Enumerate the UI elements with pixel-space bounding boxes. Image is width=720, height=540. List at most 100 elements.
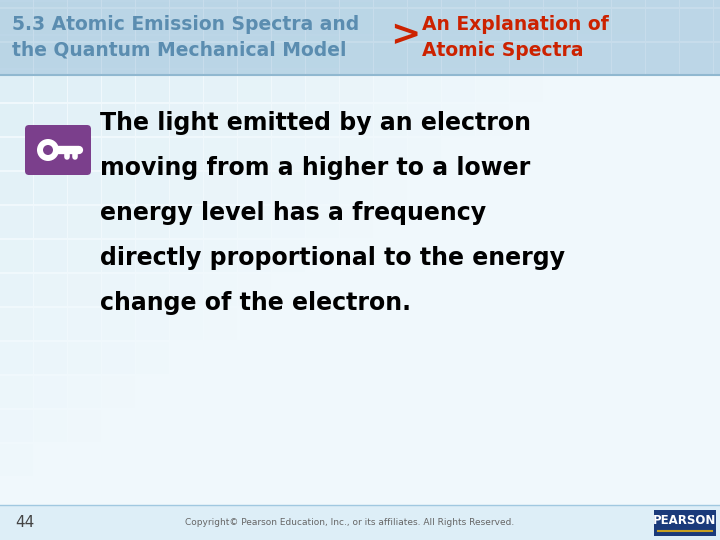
Bar <box>306 43 338 75</box>
Bar <box>102 9 135 41</box>
Bar <box>102 240 135 272</box>
Bar <box>102 273 135 306</box>
Bar <box>0 0 32 7</box>
Bar <box>272 172 305 204</box>
Bar <box>340 36 372 68</box>
Bar <box>306 9 338 41</box>
Bar <box>374 2 407 34</box>
Bar <box>238 240 271 272</box>
Bar <box>170 104 202 136</box>
Bar <box>136 104 168 136</box>
Bar <box>544 0 577 7</box>
Bar <box>340 206 372 238</box>
Bar <box>442 43 474 75</box>
Bar <box>68 36 101 68</box>
Bar <box>136 70 168 102</box>
Bar <box>204 240 236 272</box>
Bar <box>34 70 66 102</box>
Bar <box>578 43 611 75</box>
Bar <box>374 0 407 7</box>
Bar <box>136 172 168 204</box>
Text: An Explanation of
Atomic Spectra: An Explanation of Atomic Spectra <box>422 15 608 60</box>
Bar <box>374 70 407 102</box>
Bar <box>374 36 407 68</box>
Bar <box>646 0 678 7</box>
Bar <box>306 0 338 7</box>
Bar <box>578 2 611 34</box>
Bar <box>306 70 338 102</box>
Bar <box>340 43 372 75</box>
Bar <box>442 104 474 136</box>
Bar <box>272 9 305 41</box>
Bar <box>0 9 32 41</box>
Bar <box>102 43 135 75</box>
Bar <box>136 341 168 374</box>
Bar <box>68 172 101 204</box>
Text: change of the electron.: change of the electron. <box>100 291 411 315</box>
Bar <box>0 0 720 75</box>
Bar <box>102 2 135 34</box>
Bar <box>34 0 66 7</box>
Bar <box>34 104 66 136</box>
Bar <box>136 307 168 340</box>
FancyBboxPatch shape <box>25 125 91 175</box>
Bar <box>68 206 101 238</box>
Text: 5.3 Atomic Emission Spectra and
the Quantum Mechanical Model: 5.3 Atomic Emission Spectra and the Quan… <box>12 15 359 60</box>
Bar <box>102 375 135 408</box>
Bar <box>510 9 542 41</box>
Bar <box>578 0 611 7</box>
Bar <box>0 2 32 34</box>
Text: energy level has a frequency: energy level has a frequency <box>100 201 486 225</box>
Bar <box>34 273 66 306</box>
Text: 44: 44 <box>15 515 35 530</box>
Bar <box>680 43 713 75</box>
Text: PEARSON: PEARSON <box>653 514 716 527</box>
Bar <box>238 36 271 68</box>
Bar <box>34 375 66 408</box>
Bar <box>272 138 305 170</box>
Bar <box>374 138 407 170</box>
Bar <box>544 43 577 75</box>
Bar <box>544 36 577 68</box>
Bar <box>408 2 441 34</box>
Bar <box>68 409 101 442</box>
Bar <box>646 43 678 75</box>
Bar <box>612 43 644 75</box>
Bar <box>136 2 168 34</box>
Bar <box>272 70 305 102</box>
Bar <box>306 138 338 170</box>
Bar <box>442 9 474 41</box>
Bar <box>170 172 202 204</box>
Bar <box>442 70 474 102</box>
Bar <box>238 138 271 170</box>
Bar <box>272 43 305 75</box>
Bar <box>68 307 101 340</box>
Bar <box>136 206 168 238</box>
Bar <box>34 2 66 34</box>
Bar <box>68 70 101 102</box>
Bar <box>408 9 441 41</box>
Bar <box>612 9 644 41</box>
Bar <box>374 9 407 41</box>
Bar <box>34 9 66 41</box>
Bar <box>68 240 101 272</box>
Bar <box>102 206 135 238</box>
Bar <box>136 9 168 41</box>
Bar <box>238 2 271 34</box>
Bar <box>544 2 577 34</box>
Bar <box>476 43 508 75</box>
Bar <box>306 104 338 136</box>
Bar <box>408 0 441 7</box>
Bar <box>170 341 202 374</box>
Bar <box>136 0 168 7</box>
Bar <box>612 2 644 34</box>
Bar <box>714 0 720 7</box>
Bar <box>34 138 66 170</box>
Bar <box>34 307 66 340</box>
Bar <box>68 2 101 34</box>
Bar <box>340 172 372 204</box>
Bar <box>170 0 202 7</box>
Bar <box>476 2 508 34</box>
Bar <box>136 240 168 272</box>
Bar <box>238 9 271 41</box>
